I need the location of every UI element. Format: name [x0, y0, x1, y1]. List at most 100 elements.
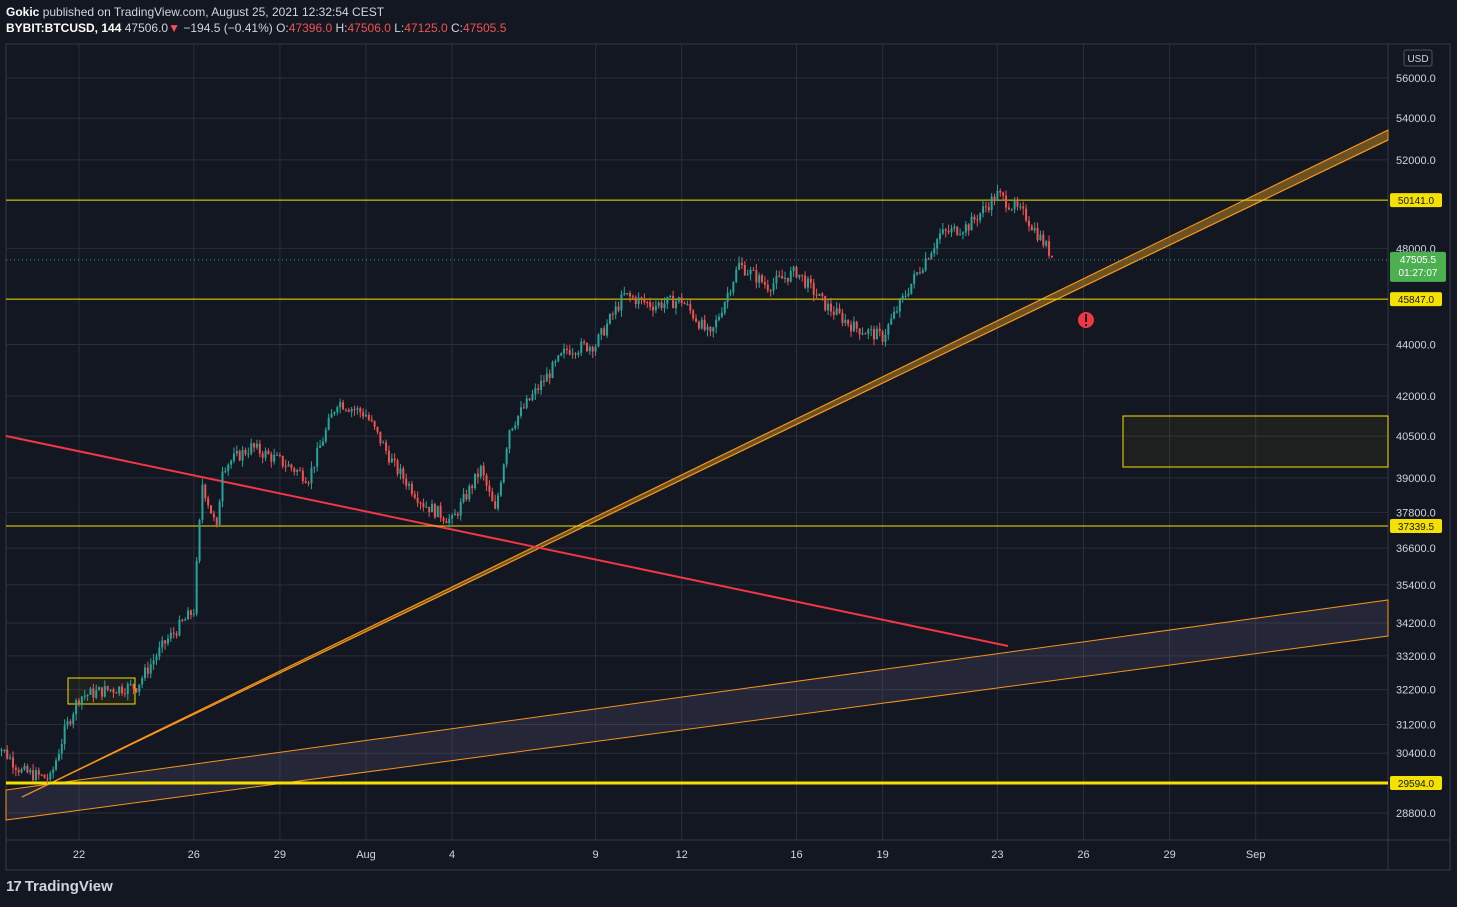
candle-body	[367, 415, 370, 420]
candle-body	[818, 293, 821, 296]
tradingview-logo[interactable]: 17 TradingView	[6, 878, 113, 895]
symbol-info: BYBIT:BTCUSD, 144 47506.0▼ −194.5 (−0.41…	[6, 21, 507, 35]
candle-body	[1005, 195, 1008, 208]
candle-body	[1007, 207, 1010, 210]
candle-body	[984, 206, 987, 208]
candle-body	[689, 303, 692, 311]
candle-body	[32, 770, 35, 781]
y-tick-label: 44000.0	[1396, 340, 1436, 352]
candle-body	[577, 352, 580, 355]
candle-body	[956, 226, 959, 235]
candle-body	[844, 319, 847, 323]
candle-body	[870, 328, 873, 330]
candle-body	[126, 684, 129, 695]
candle-body	[804, 275, 807, 288]
candle-body	[95, 690, 98, 698]
candle-body	[824, 295, 827, 311]
candle-body	[304, 481, 307, 483]
candle-body	[494, 501, 497, 509]
candle-body	[930, 253, 933, 260]
candle-body	[795, 266, 798, 278]
candle-body	[428, 506, 431, 513]
candle-body	[950, 228, 953, 233]
candle-body	[511, 428, 514, 431]
candle-body	[250, 443, 253, 454]
candle-body	[298, 470, 301, 472]
high-value: 47506.0	[347, 21, 391, 35]
last-price: 47506.0	[124, 21, 169, 35]
candle-body	[778, 275, 781, 277]
tradingview-logo-icon: 17	[6, 878, 22, 895]
candle-body	[255, 443, 258, 448]
candle-body	[1013, 201, 1016, 210]
candle-body	[3, 749, 6, 751]
candle-body	[244, 449, 247, 454]
candle-body	[207, 498, 210, 506]
interval[interactable]: 144	[101, 21, 122, 35]
candle-body	[158, 647, 161, 657]
candle-body	[895, 311, 898, 313]
lower-channel[interactable]	[5, 599, 1389, 821]
candle-body	[416, 497, 419, 503]
candle-body	[347, 409, 350, 412]
candle-body	[442, 517, 445, 522]
candle-body	[686, 303, 689, 305]
current-price-tag	[1390, 251, 1446, 282]
candle-body	[479, 465, 482, 477]
candle-body	[499, 482, 502, 496]
candle-body	[1042, 234, 1045, 246]
candle-body	[146, 667, 149, 674]
target-zone-box[interactable]	[1122, 415, 1389, 468]
candle-body	[861, 333, 864, 335]
candle-body	[663, 303, 666, 308]
y-tick-label: 28800.0	[1396, 808, 1436, 820]
rising-wedge[interactable]	[21, 129, 1389, 798]
candle-body	[175, 633, 178, 636]
candle-body	[230, 460, 233, 465]
candle-body	[1027, 220, 1030, 227]
candle-body	[959, 234, 962, 236]
candle-body	[287, 464, 290, 467]
candle-body	[92, 688, 95, 698]
candle-body	[195, 560, 198, 614]
candle-body	[212, 513, 215, 518]
candle-body	[752, 269, 755, 271]
candle-body	[431, 504, 434, 513]
candle-body	[166, 638, 169, 644]
y-tick-label: 35400.0	[1396, 580, 1436, 592]
candle-body	[528, 398, 531, 401]
candle-body	[542, 380, 545, 382]
close-label: C:	[450, 21, 463, 35]
candle-body	[996, 190, 999, 201]
candle-body	[161, 640, 164, 648]
currency-box[interactable]	[1403, 49, 1433, 67]
candle-body	[129, 684, 132, 686]
candle-body	[563, 348, 566, 354]
candle-body	[1033, 227, 1036, 231]
candle-body	[887, 324, 890, 335]
publish-info: Gokic published on TradingView.com, Augu…	[6, 4, 506, 20]
descending-trendline[interactable]	[5, 435, 1009, 647]
author-name[interactable]: Gokic	[6, 5, 40, 19]
candle-body	[72, 714, 75, 724]
candle-body	[936, 239, 939, 249]
candle-body	[115, 692, 118, 694]
candle-body	[720, 312, 723, 317]
candle-body	[568, 349, 571, 355]
y-tick-label: 31200.0	[1396, 720, 1436, 732]
candle-body	[961, 232, 964, 235]
candle-body	[43, 774, 46, 779]
candle-body	[103, 685, 106, 697]
candle-body	[468, 485, 471, 500]
candle-body	[565, 348, 568, 350]
candle-body	[425, 506, 428, 508]
candle-body	[422, 503, 425, 508]
y-tick-label: 36600.0	[1396, 543, 1436, 555]
candle-body	[192, 613, 195, 615]
candle-body	[40, 774, 43, 776]
symbol-name[interactable]: BYBIT:BTCUSD	[6, 21, 95, 35]
candle-body	[560, 353, 563, 356]
candle-body	[307, 482, 310, 484]
candle-body	[769, 290, 772, 292]
